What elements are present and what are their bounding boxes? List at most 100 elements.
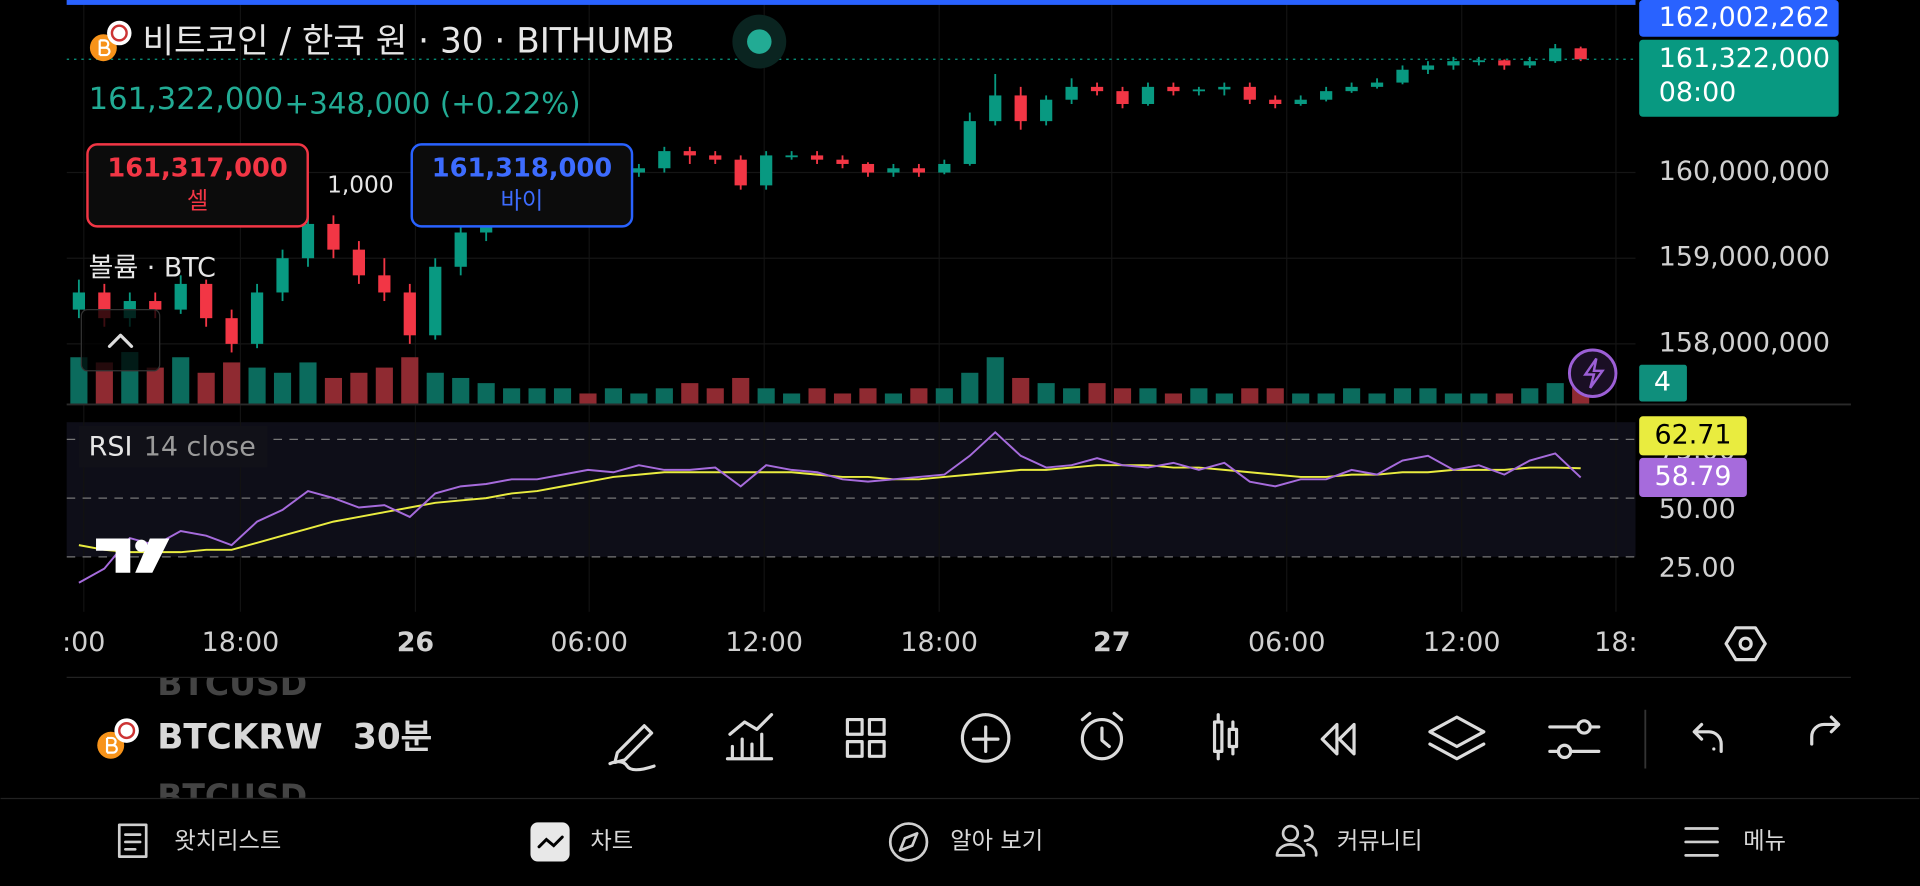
candle-body <box>658 151 671 169</box>
volume-bar <box>1037 383 1055 404</box>
axes: :00 18:00 26 06:00 12:00 18:00 27 06:00 12:00 18:… <box>62 0 1839 658</box>
volume-bar <box>706 388 724 404</box>
candle-body <box>887 168 900 173</box>
candle-body <box>1523 61 1536 66</box>
slider-knob <box>1556 743 1573 760</box>
volume-bar <box>95 362 113 404</box>
rsi-legend-bg <box>78 425 268 468</box>
volume-bar <box>1190 388 1208 404</box>
candle-body <box>174 283 187 310</box>
toolbar-symbol[interactable]: BTCKRW <box>157 718 322 758</box>
order-quantity[interactable]: 1,000 <box>327 172 394 199</box>
chart-type-tool[interactable] <box>1212 713 1239 761</box>
y-tick-label: 160,000,000 <box>1659 156 1830 187</box>
volume-bar <box>579 393 597 404</box>
sell-label: 셀 <box>187 187 208 214</box>
add-tool[interactable] <box>960 713 1011 763</box>
volume-bar <box>783 393 801 404</box>
buy-button[interactable] <box>410 143 634 228</box>
candle-body <box>1090 86 1104 92</box>
explore-icon <box>888 822 929 862</box>
volume-bar <box>1266 388 1284 404</box>
logo <box>96 538 170 573</box>
redo-tool[interactable] <box>1810 715 1841 746</box>
rsi-badge <box>1639 457 1747 498</box>
candle-body <box>989 95 1002 122</box>
toolbar-interval[interactable]: 30분 <box>353 718 432 758</box>
nav-chart[interactable]: 차트 <box>590 827 633 854</box>
sell-price: 161,317,000 <box>107 153 287 183</box>
rsi-badge-label: 58.79 <box>1655 461 1732 492</box>
ghost-symbol: BTCUSD <box>157 664 307 703</box>
layers-tool[interactable] <box>1428 715 1486 761</box>
ghost-symbol: BTCUSD <box>157 776 307 815</box>
community-icon <box>1281 824 1300 843</box>
time-label: 27 <box>1093 627 1130 658</box>
last-price-badge <box>1639 39 1839 117</box>
candle-body <box>1370 82 1384 87</box>
logo-t <box>96 538 131 573</box>
candle-body <box>1269 99 1282 105</box>
nav-community[interactable]: 커뮤니티 <box>1337 827 1423 854</box>
volume-bar <box>1164 393 1182 404</box>
volume-bar <box>732 377 750 404</box>
replay-tool[interactable] <box>1320 722 1356 756</box>
volume-bar <box>910 388 928 404</box>
plot-area <box>66 0 1636 612</box>
candle-body <box>276 258 289 293</box>
alert-tool[interactable] <box>1080 711 1124 761</box>
buy-price: 161,318,000 <box>432 153 612 183</box>
volume-bar <box>1419 388 1437 404</box>
volume-bar <box>1088 383 1106 404</box>
settings-icon[interactable] <box>1724 626 1767 662</box>
volume-bar <box>1139 388 1157 404</box>
collapse-button[interactable] <box>80 308 161 372</box>
candle-body <box>1294 99 1307 105</box>
candle-body <box>429 266 442 336</box>
candle-body <box>760 155 773 186</box>
coin-glyph <box>105 736 118 754</box>
candle-body <box>378 275 391 293</box>
candle-body <box>1014 95 1027 122</box>
lightning-icon <box>1583 357 1605 389</box>
sell-button[interactable] <box>86 143 309 228</box>
layout-tool[interactable] <box>845 717 886 758</box>
candle-body <box>327 223 340 250</box>
undo-tool[interactable] <box>1692 722 1723 753</box>
collapse-icon <box>107 333 134 348</box>
volume-bar <box>961 372 979 404</box>
currency-glyph <box>110 24 128 42</box>
toolbar-icons <box>608 711 1723 772</box>
volume-badge-label: 4 <box>1654 367 1671 398</box>
rsi-line <box>78 430 1582 584</box>
candle-body <box>149 301 162 310</box>
volume-badge <box>1639 364 1687 402</box>
watchlist-icon <box>117 823 148 858</box>
candle-body <box>632 168 646 173</box>
volume-bar <box>401 357 419 404</box>
volume-bar <box>375 367 393 404</box>
symbol-picker[interactable]: BTCUSD BTCUSD <box>157 664 307 816</box>
candle-body <box>683 151 696 156</box>
nav-watchlist[interactable]: 왓치리스트 <box>174 827 281 854</box>
volume-legend: 볼륨 · BTC <box>89 253 216 284</box>
currency-glyph <box>118 722 136 740</box>
candle-body <box>1116 91 1129 105</box>
candle-body <box>810 155 824 160</box>
candle-body <box>785 155 798 158</box>
volume-bar <box>1292 393 1310 404</box>
candle-body <box>1396 69 1409 83</box>
volume-bar <box>833 393 852 404</box>
y-tick-label: 159,000,000 <box>1659 242 1830 273</box>
nav-explore[interactable]: 알아 보기 <box>950 827 1043 854</box>
volume-bar <box>146 367 164 404</box>
volume-bar <box>1343 388 1361 404</box>
explore-needle <box>898 832 919 852</box>
nav-menu[interactable]: 메뉴 <box>1743 827 1786 854</box>
status-dot <box>747 29 772 54</box>
draw-tool[interactable] <box>608 724 656 772</box>
symbol-title: 비트코인 / 한국 원 · 30 · BITHUMB <box>143 21 675 61</box>
indicator-tool[interactable] <box>725 713 774 761</box>
volume-bar <box>1546 383 1564 404</box>
